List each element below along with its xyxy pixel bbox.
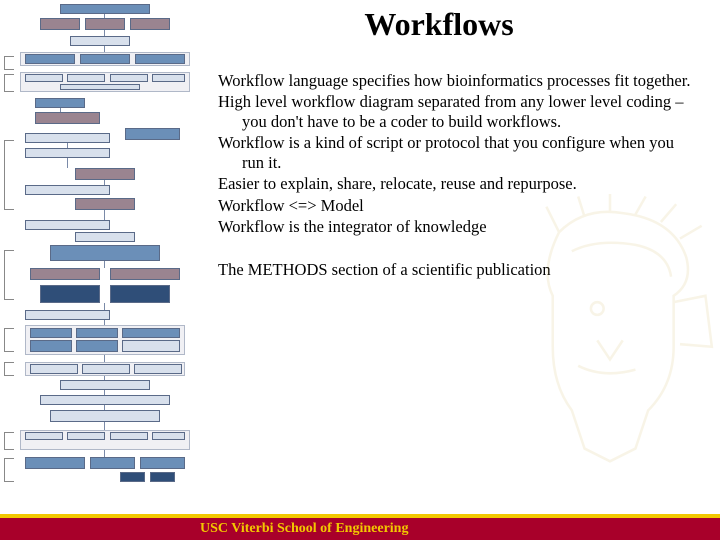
diagram-node [150,472,175,482]
diagram-node [125,128,180,140]
diagram-side-label [4,56,14,70]
workflow-diagram [0,0,210,490]
diagram-node [110,432,148,440]
diagram-node [90,457,135,469]
footer-text: USC Viterbi School of Engineering [200,521,408,537]
diagram-node [25,457,85,469]
diagram-connector [60,108,61,112]
diagram-connector [67,158,68,168]
diagram-node [25,133,110,143]
diagram-node [25,74,63,82]
diagram-node [75,168,135,180]
diagram-node [152,432,185,440]
diagram-node [60,4,150,14]
diagram-connector [104,210,105,220]
diagram-node [30,364,78,374]
body-paragraph: Workflow <=> Model [218,196,700,215]
text-column: Workflows Workflow language specifies ho… [210,0,720,514]
diagram-connector [104,180,105,185]
diagram-side-label [4,362,14,376]
diagram-connector [104,376,105,380]
diagram-side-label [4,74,14,92]
body-paragraph: The METHODS section of a scientific publ… [218,260,700,279]
diagram-node [85,18,125,30]
diagram-node [152,74,185,82]
body-text: Workflow language specifies how bioinfor… [218,71,700,280]
diagram-connector [104,405,105,410]
body-paragraph: Workflow is the integrator of knowledge [218,217,700,236]
diagram-connector [104,30,105,36]
body-paragraph: Workflow language specifies how bioinfor… [218,71,700,90]
diagram-connector [104,422,105,430]
diagram-node [60,84,140,90]
diagram-side-label [4,328,14,352]
diagram-connector [104,390,105,395]
diagram-connector [67,143,68,148]
diagram-node [134,364,182,374]
body-paragraph [218,239,700,258]
diagram-node [110,74,148,82]
diagram-node [67,74,105,82]
diagram-node [30,328,72,338]
diagram-node [122,328,180,338]
diagram-node [122,340,180,352]
diagram-node [40,18,80,30]
diagram-node [25,310,110,320]
diagram-node [75,198,135,210]
diagram-node [40,285,100,303]
diagram-node [76,340,118,352]
diagram-node [140,457,185,469]
diagram-node [82,364,130,374]
diagram-node [80,54,130,64]
diagram-node [60,380,150,390]
footer-bar: USC Viterbi School of Engineering [0,514,720,540]
diagram-side-label [4,432,14,450]
diagram-connector [104,355,105,362]
diagram-node [120,472,145,482]
body-paragraph: High level workflow diagram separated fr… [218,92,700,131]
body-paragraph: Workflow is a kind of script or protocol… [218,133,700,172]
diagram-side-label [4,140,14,210]
diagram-node [110,268,180,280]
diagram-node [110,285,170,303]
diagram-connector [104,46,105,52]
diagram-node [130,18,170,30]
diagram-connector [104,320,105,325]
body-paragraph: Easier to explain, share, relocate, reus… [218,174,700,193]
diagram-node [70,36,130,46]
diagram-node [25,220,110,230]
diagram-side-label [4,250,14,300]
diagram-node [25,54,75,64]
slide: Workflows Workflow language specifies ho… [0,0,720,540]
diagram-connector [104,14,105,18]
diagram-connector [104,303,105,310]
diagram-side-label [4,458,14,482]
slide-title: Workflows [218,6,660,43]
main-content: Workflows Workflow language specifies ho… [0,0,720,514]
diagram-node [76,328,118,338]
diagram-node [25,148,110,158]
diagram-node [50,410,160,422]
diagram-node [30,268,100,280]
diagram-node [25,185,110,195]
diagram-node [30,340,72,352]
diagram-node [35,112,100,124]
diagram-node [67,432,105,440]
diagram-node [135,54,185,64]
diagram-node [50,245,160,261]
diagram-connector [104,261,105,268]
diagram-node [40,395,170,405]
diagram-node [35,98,85,108]
diagram-node [25,432,63,440]
diagram-node [75,232,135,242]
diagram-connector [104,450,105,457]
